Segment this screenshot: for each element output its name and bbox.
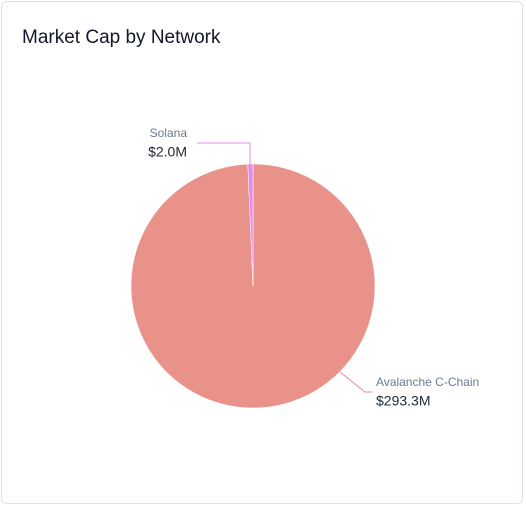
label-line <box>339 371 372 393</box>
slice-value: $2.0M <box>148 144 187 160</box>
slice-value: $293.3M <box>376 393 430 409</box>
slice-name: Solana <box>150 126 188 140</box>
chart-title: Market Cap by Network <box>22 27 221 48</box>
slice-name: Avalanche C-Chain <box>376 375 479 389</box>
label-line <box>197 142 251 165</box>
